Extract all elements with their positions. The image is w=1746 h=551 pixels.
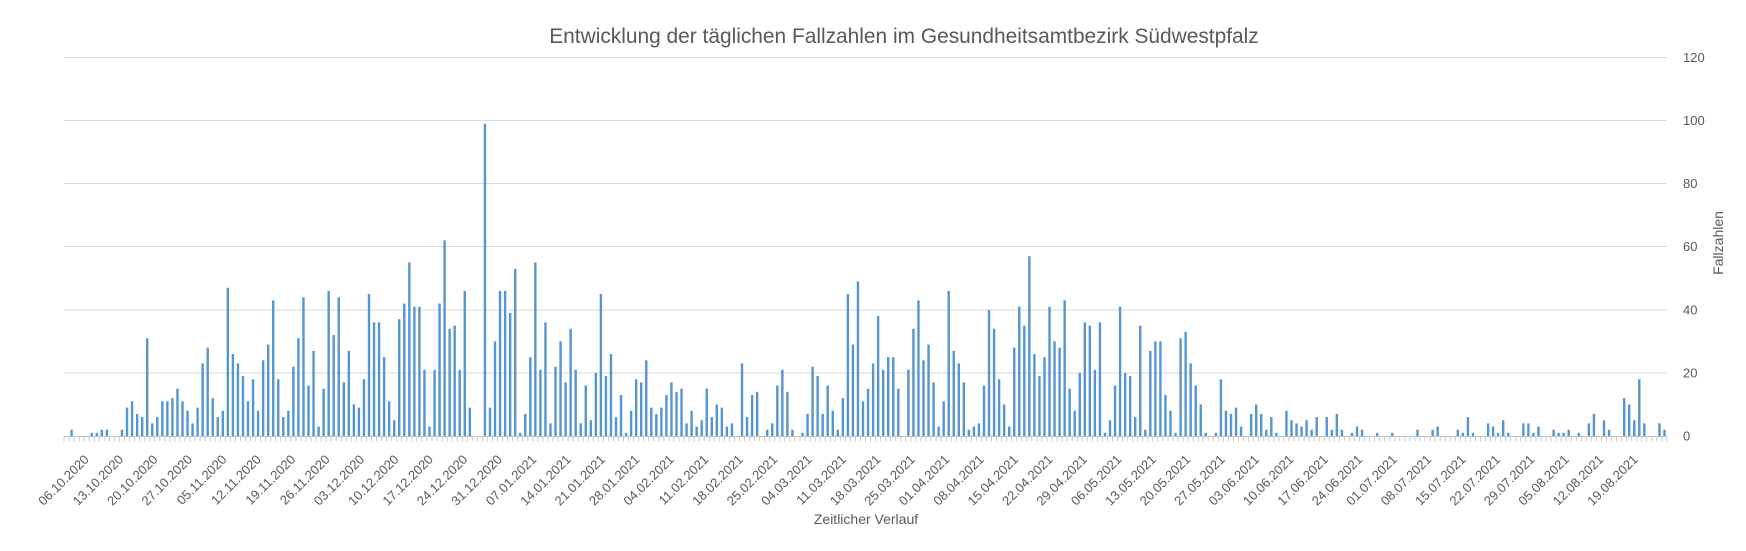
svg-text:20: 20 — [1683, 365, 1697, 380]
svg-text:60: 60 — [1683, 239, 1697, 254]
svg-text:80: 80 — [1683, 176, 1697, 191]
svg-text:40: 40 — [1683, 302, 1697, 317]
svg-text:Zeitlicher Verlauf: Zeitlicher Verlauf — [814, 511, 918, 527]
svg-text:0: 0 — [1683, 429, 1690, 444]
svg-text:Entwicklung der täglichen Fall: Entwicklung der täglichen Fallzahlen im … — [549, 25, 1258, 48]
svg-text:Fallzahlen: Fallzahlen — [1710, 211, 1726, 275]
svg-text:120: 120 — [1683, 50, 1705, 65]
svg-text:100: 100 — [1683, 113, 1705, 128]
